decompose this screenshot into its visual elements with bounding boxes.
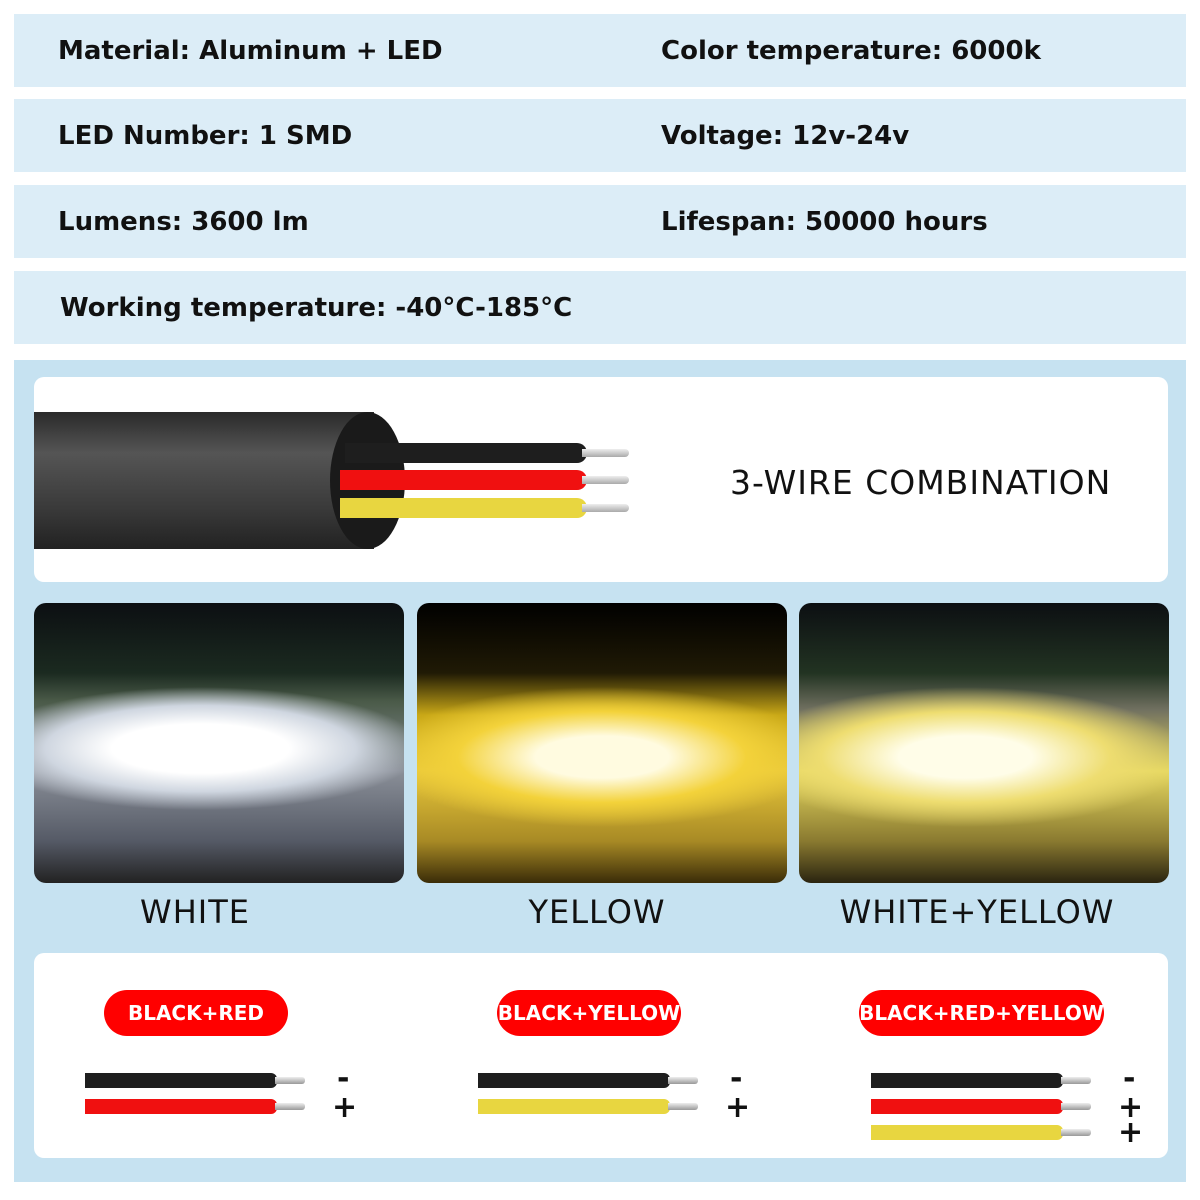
plus-sign: + [332,1090,358,1125]
black-wire [345,443,587,463]
black-wire [85,1073,277,1088]
mode-label-yellow: YELLOW [528,893,666,931]
wire-title: 3-WIRE COMBINATION [730,463,1112,502]
black-wire [478,1073,670,1088]
spec-voltage: Voltage: 12v-24v [661,121,910,151]
plus-sign: + [1118,1090,1144,1125]
yellow-light-photo [417,603,787,883]
minus-sign: - [1123,1061,1136,1096]
spec-working-temperature: Working temperature: -40°C-185°C [60,293,573,323]
black-wire [871,1073,1063,1088]
plus-sign: + [725,1090,751,1125]
red-wire [85,1099,277,1114]
spec-row: LED Number: 1 SMD Voltage: 12v-24v [14,99,1186,172]
yellow-wire [871,1125,1063,1140]
wire-tip [275,1077,305,1084]
red-wire [340,470,587,490]
minus-sign: - [337,1061,350,1096]
pill-black-yellow: BLACK+YELLOW [497,990,681,1036]
pill-black-red-yellow: BLACK+RED+YELLOW [859,990,1104,1036]
spec-row: Working temperature: -40°C-185°C [14,271,1186,344]
white-light-photo [34,603,404,883]
spec-lumens: Lumens: 3600 lm [58,207,309,237]
mode-label-white-yellow: WHITE+YELLOW [839,893,1115,931]
wire-tip [582,449,629,457]
spec-row: Material: Aluminum + LED Color temperatu… [14,14,1186,87]
cable-illustration [34,412,374,549]
wire-tip [582,476,629,484]
spec-color-temperature: Color temperature: 6000k [661,36,1041,66]
wire-tip [668,1103,698,1110]
wire-tip [275,1103,305,1110]
minus-sign: - [730,1061,743,1096]
spec-material: Material: Aluminum + LED [58,36,443,66]
spec-row: Lumens: 3600 lm Lifespan: 50000 hours [14,185,1186,258]
pill-black-red: BLACK+RED [104,990,288,1036]
plus-sign: + [1118,1115,1144,1150]
wire-tip [582,504,629,512]
white-yellow-light-photo [799,603,1169,883]
wire-tip [1061,1129,1091,1136]
spec-led-number: LED Number: 1 SMD [58,121,353,151]
wire-tip [1061,1077,1091,1084]
wire-tip [1061,1103,1091,1110]
yellow-wire [340,498,587,518]
spec-lifespan: Lifespan: 50000 hours [661,207,988,237]
red-wire [871,1099,1063,1114]
mode-label-white: WHITE [140,893,250,931]
yellow-wire [478,1099,670,1114]
combination-card [34,953,1168,1158]
wire-tip [668,1077,698,1084]
